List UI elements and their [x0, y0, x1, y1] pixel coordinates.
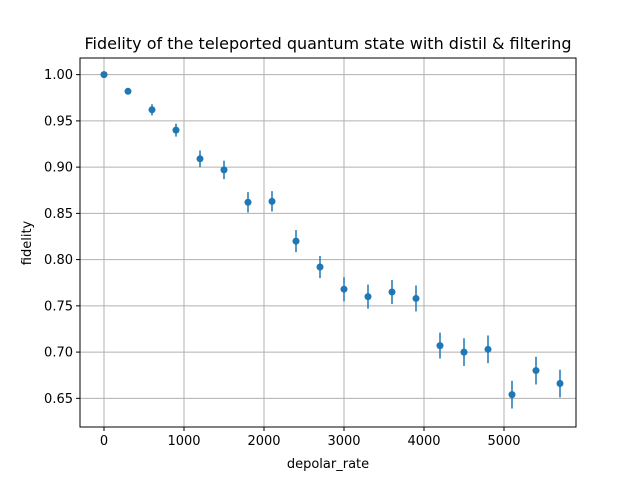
data-point: [436, 342, 444, 350]
data-point: [148, 106, 156, 114]
y-tick-label: 0.80: [44, 253, 73, 268]
y-tick-label: 0.65: [44, 392, 73, 407]
y-tick-label: 0.70: [44, 346, 73, 361]
chart-title: Fidelity of the teleported quantum state…: [84, 34, 571, 53]
data-point: [508, 391, 516, 399]
data-point: [532, 367, 540, 375]
data-point: [340, 285, 348, 293]
ticks: 0 1000 2000 3000 4000 5000 0.65 0.70 0.75 0.80 0.8…: [44, 68, 521, 449]
data-point: [268, 197, 276, 205]
y-tick-label: 0.90: [44, 161, 73, 176]
data-points: [100, 71, 564, 409]
data-point: [316, 263, 324, 271]
data-point: [244, 198, 252, 206]
data-point: [100, 71, 108, 79]
data-point: [124, 87, 132, 95]
data-point: [412, 294, 420, 302]
data-point: [220, 166, 228, 174]
data-point: [556, 380, 564, 388]
x-tick-label: 5000: [487, 434, 520, 449]
y-tick-label: 0.85: [44, 207, 73, 222]
plot-frame: [79, 57, 577, 428]
data-point: [172, 126, 180, 134]
y-tick-label: 0.75: [44, 299, 73, 314]
data-point: [292, 237, 300, 245]
data-point: [460, 348, 468, 356]
data-point: [484, 345, 492, 353]
data-point: [364, 293, 372, 301]
y-axis-title: fidelity: [20, 220, 35, 265]
data-point: [196, 155, 204, 163]
y-tick-label: 0.95: [44, 114, 73, 129]
x-tick-label: 2000: [247, 434, 280, 449]
x-tick-label: 0: [100, 434, 108, 449]
x-axis-title: depolar_rate: [287, 457, 369, 472]
data-point: [388, 288, 396, 296]
x-tick-label: 4000: [407, 434, 440, 449]
grid: [80, 58, 576, 427]
x-tick-label: 3000: [327, 434, 360, 449]
y-tick-label: 1.00: [44, 68, 73, 83]
x-tick-label: 1000: [167, 434, 200, 449]
